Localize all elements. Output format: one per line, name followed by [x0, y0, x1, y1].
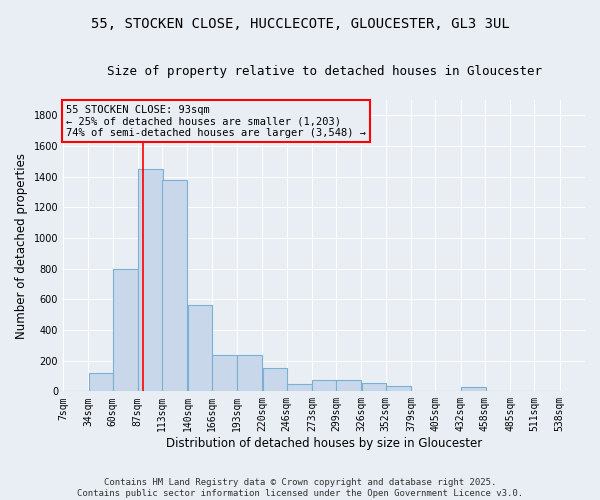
Bar: [89, 373, 113, 392]
Bar: [113, 268, 137, 392]
Bar: [212, 354, 237, 392]
Bar: [138, 169, 163, 392]
Text: 55 STOCKEN CLOSE: 93sqm
← 25% of detached houses are smaller (1,203)
74% of semi: 55 STOCKEN CLOSE: 93sqm ← 25% of detache…: [66, 104, 366, 138]
X-axis label: Distribution of detached houses by size in Gloucester: Distribution of detached houses by size …: [166, 437, 482, 450]
Bar: [263, 368, 287, 392]
Bar: [362, 383, 386, 392]
Text: Contains HM Land Registry data © Crown copyright and database right 2025.
Contai: Contains HM Land Registry data © Crown c…: [77, 478, 523, 498]
Bar: [163, 180, 187, 392]
Bar: [237, 354, 262, 392]
Bar: [287, 384, 311, 392]
Bar: [386, 386, 411, 392]
Y-axis label: Number of detached properties: Number of detached properties: [15, 152, 28, 338]
Bar: [461, 387, 485, 392]
Bar: [188, 306, 212, 392]
Title: Size of property relative to detached houses in Gloucester: Size of property relative to detached ho…: [107, 65, 542, 78]
Text: 55, STOCKEN CLOSE, HUCCLECOTE, GLOUCESTER, GL3 3UL: 55, STOCKEN CLOSE, HUCCLECOTE, GLOUCESTE…: [91, 18, 509, 32]
Bar: [337, 380, 361, 392]
Bar: [312, 380, 337, 392]
